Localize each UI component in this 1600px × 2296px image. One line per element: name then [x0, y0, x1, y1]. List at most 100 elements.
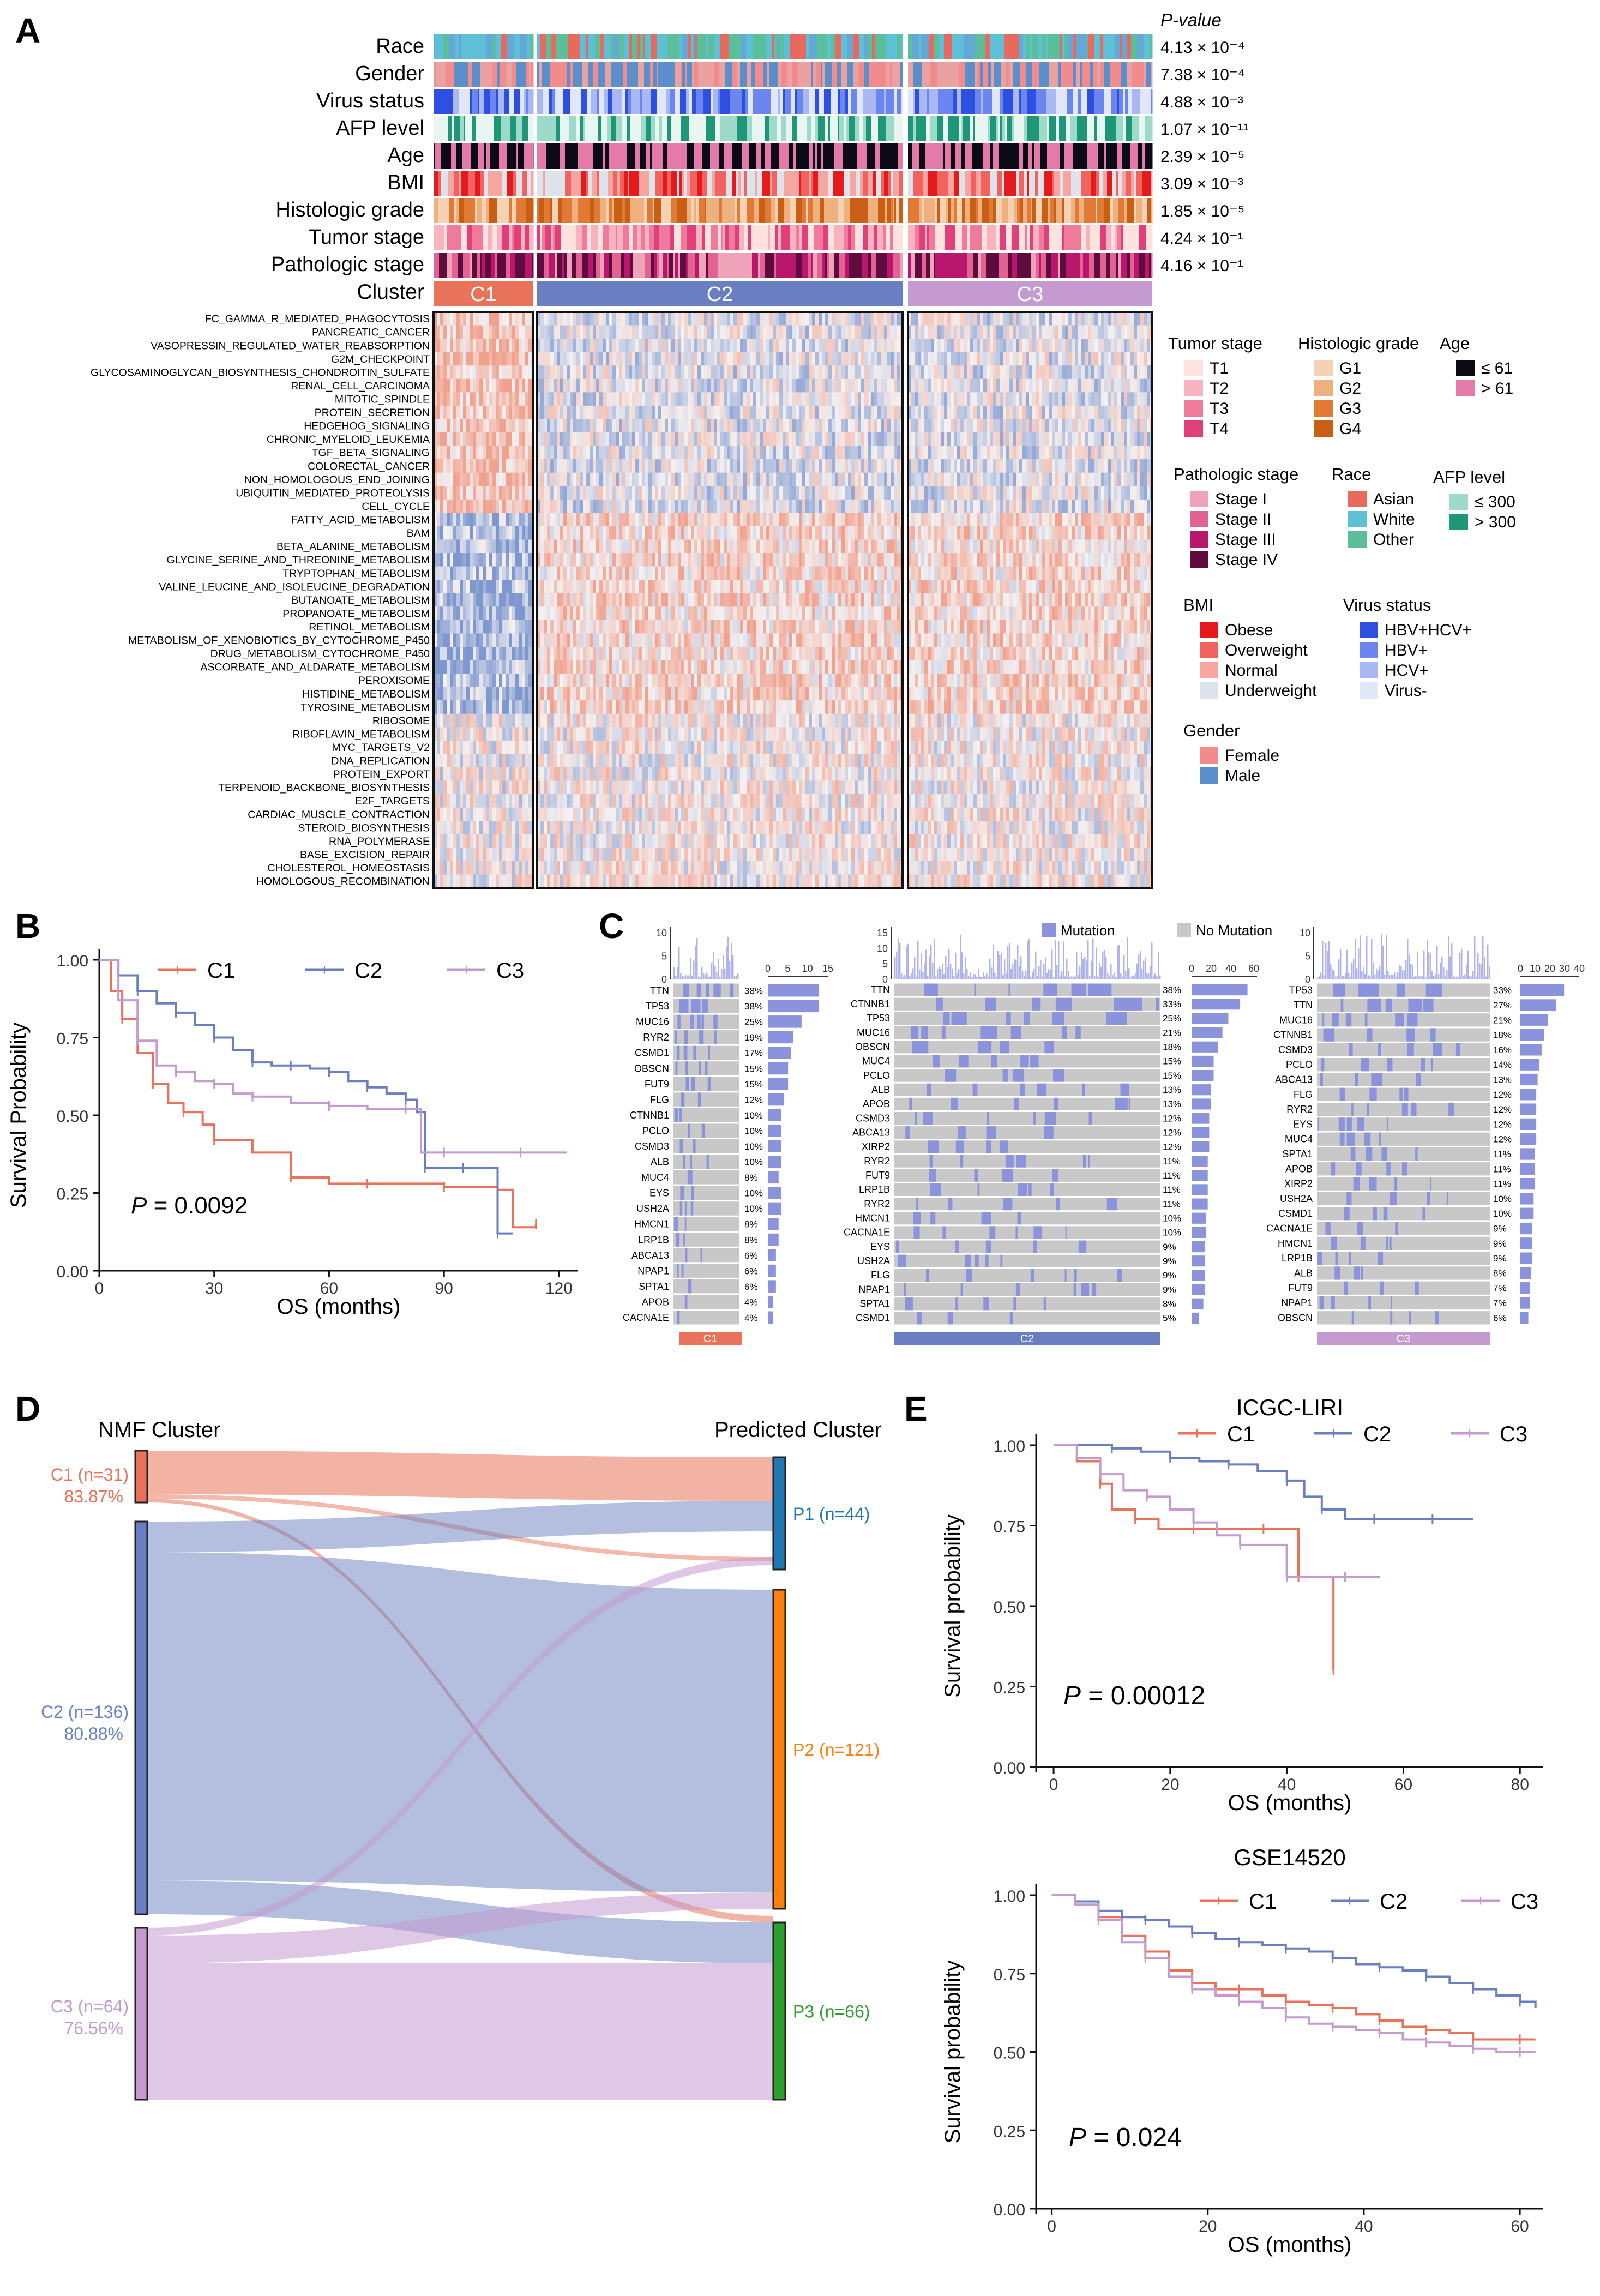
heatmap-cell — [599, 405, 603, 419]
heatmap-cell — [466, 834, 470, 848]
heatmap-cell — [701, 472, 705, 486]
heatmap-cell — [470, 606, 473, 621]
heatmap-cell — [570, 539, 574, 554]
heatmap-cell — [763, 339, 767, 353]
track-cell — [877, 225, 883, 250]
track-cell — [814, 225, 819, 250]
heatmap-cell — [639, 325, 642, 339]
heatmap-cell — [463, 794, 467, 808]
heatmap-cell — [473, 593, 477, 607]
track-cell — [702, 225, 706, 250]
heatmap-cell — [740, 526, 744, 540]
track-cell — [815, 116, 819, 141]
heatmap-cell — [877, 446, 881, 460]
heatmap-cell — [855, 392, 858, 406]
track-cell — [633, 225, 638, 250]
heatmap-cell — [525, 606, 529, 621]
heatmap-cell — [599, 365, 603, 380]
heatmap-cell — [887, 472, 891, 486]
heatmap-cell — [434, 727, 437, 741]
heatmap-cell — [711, 378, 714, 393]
heatmap-cell — [832, 392, 835, 406]
heatmap-cell — [792, 312, 796, 326]
track-cell — [996, 116, 999, 141]
heatmap-cell — [443, 593, 447, 607]
track-cell — [482, 198, 486, 223]
heatmap-cell — [766, 459, 770, 473]
track-cell — [593, 143, 596, 169]
heatmap-cell — [470, 499, 473, 513]
heatmap-cell — [891, 392, 894, 406]
heatmap-cell — [776, 365, 780, 380]
heatmap-cell — [437, 419, 441, 433]
track-cell — [1076, 253, 1080, 278]
track-cell — [831, 89, 836, 114]
heatmap-cell — [515, 432, 519, 446]
track-cell — [581, 34, 586, 59]
track-cell — [1055, 253, 1058, 278]
heatmap-cell — [750, 419, 754, 433]
heatmap-cell — [750, 392, 754, 406]
track-cell — [970, 198, 976, 223]
track-cell — [948, 198, 952, 223]
heatmap-cell — [681, 513, 685, 527]
heatmap-cell — [450, 459, 454, 473]
heatmap-cell — [773, 499, 777, 513]
heatmap-cell — [874, 486, 878, 500]
heatmap-cell — [678, 513, 682, 527]
heatmap-cell — [460, 486, 464, 500]
track-cell — [935, 143, 939, 169]
heatmap-cell — [537, 312, 541, 326]
track-cell — [996, 225, 1001, 250]
track-cell — [526, 62, 530, 87]
track-cell — [624, 171, 628, 196]
heatmap-cell — [486, 633, 490, 647]
heatmap-cell — [697, 419, 701, 433]
track-cell — [1036, 89, 1042, 114]
heatmap-cell — [460, 874, 464, 888]
track-cell — [784, 198, 790, 223]
track-cell — [834, 253, 840, 278]
track-cell — [506, 116, 511, 141]
track-cell — [434, 198, 436, 223]
heatmap-cell — [841, 432, 845, 446]
heatmap-cell — [502, 713, 506, 728]
heatmap-cell — [740, 472, 744, 486]
heatmap-cell — [625, 513, 629, 527]
heatmap-cell — [819, 472, 822, 486]
heatmap-cell — [560, 378, 564, 393]
heatmap-cell — [506, 392, 509, 406]
heatmap-cell — [547, 446, 551, 460]
track-cell — [1066, 116, 1071, 141]
track-cell — [760, 89, 764, 114]
track-cell — [661, 198, 665, 223]
heatmap-cell — [612, 526, 616, 540]
heatmap-cell — [512, 513, 516, 527]
track-cell — [659, 253, 663, 278]
heatmap-cell — [819, 365, 822, 380]
heatmap-cell — [733, 352, 737, 366]
heatmap-cell — [453, 352, 457, 366]
heatmap-cell — [773, 432, 777, 446]
track-cell — [637, 116, 642, 141]
track-cell — [1054, 198, 1056, 223]
heatmap-cell — [447, 539, 450, 554]
track-cell — [580, 116, 584, 141]
track-cell — [758, 34, 763, 59]
heatmap-cell — [466, 861, 470, 875]
track-cell — [1109, 34, 1116, 59]
track-cell — [853, 62, 856, 87]
track-cell — [820, 198, 825, 223]
heatmap-cell — [629, 539, 633, 554]
heatmap-cell — [642, 365, 646, 380]
heatmap-cell — [851, 339, 855, 353]
track-cell — [735, 225, 737, 250]
heatmap-cell — [802, 392, 806, 406]
heatmap-cell — [550, 472, 554, 486]
heatmap-cell — [619, 325, 623, 339]
heatmap-cell — [463, 874, 467, 888]
track-cell — [623, 225, 630, 250]
track-cell — [592, 171, 598, 196]
heatmap-cell — [512, 633, 516, 647]
heatmap-cell — [773, 365, 777, 380]
